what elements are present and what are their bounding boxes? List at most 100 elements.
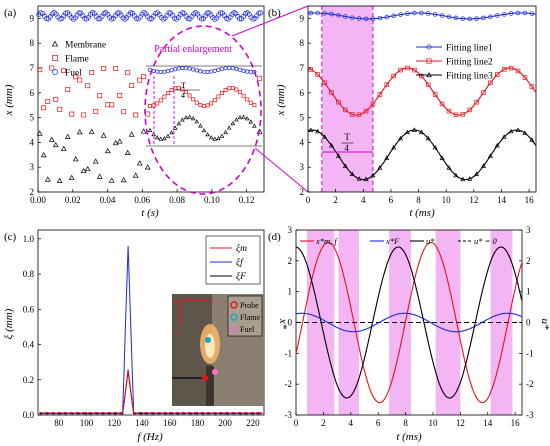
x-tick-label: 0.08 [169, 195, 185, 205]
circle-marker [460, 16, 466, 21]
circle-marker [237, 67, 243, 72]
y-tick-label: 2 [288, 256, 293, 266]
inset-t-top: T [181, 81, 186, 90]
series-line [295, 312, 522, 333]
square-marker [65, 87, 71, 92]
spectrum-line [39, 369, 263, 415]
square-marker [315, 72, 320, 77]
square-marker [89, 70, 95, 76]
circle-marker [439, 13, 445, 18]
triangle-marker [162, 136, 167, 141]
square-marker [363, 108, 369, 114]
panel-b-annotation: T4 [321, 132, 373, 153]
triangle-marker [432, 144, 438, 150]
x-tick-label: 100 [80, 418, 94, 428]
y-tick-label: 2 [300, 187, 305, 197]
square-marker [336, 99, 341, 105]
circle-marker [223, 66, 228, 71]
x-tick-label: 14 [497, 195, 507, 205]
circle-marker [57, 16, 63, 22]
panel-d-xlabel: t (ms) [396, 431, 422, 443]
circle-marker [241, 68, 246, 73]
triangle-marker [439, 155, 445, 160]
y-tick-label: 8 [30, 38, 35, 48]
annotation-t-bottom: 4 [344, 143, 349, 153]
circle-marker [158, 69, 163, 75]
circle-marker [425, 11, 431, 16]
x-tick-label: 220 [246, 418, 260, 428]
triangle-marker [349, 171, 355, 176]
square-marker [209, 101, 214, 106]
square-marker [446, 108, 452, 114]
x-tick-label: 2 [333, 195, 338, 205]
circle-marker [234, 66, 239, 71]
panel-c-label: (c) [4, 231, 17, 243]
triangle-marker [176, 121, 182, 126]
square-marker [113, 66, 119, 71]
x-tick-label: 12 [456, 418, 465, 428]
square-marker [169, 88, 174, 93]
triangle-marker [335, 153, 341, 158]
triangle-marker [241, 114, 246, 119]
triangle-marker [120, 177, 127, 183]
circle-marker [76, 10, 82, 16]
triangle-marker [116, 138, 123, 144]
x-tick-label: 160 [163, 418, 177, 428]
triangle-marker [411, 127, 417, 132]
square-marker [145, 111, 151, 117]
circle-marker [481, 15, 486, 21]
circle-marker [219, 66, 225, 71]
triangle-marker [108, 177, 115, 183]
circle-marker [198, 16, 204, 22]
legend-entry: Fitting line2 [446, 58, 493, 68]
triangle-marker [169, 130, 174, 135]
circle-marker [391, 13, 396, 19]
circle-marker [488, 14, 493, 20]
square-marker [495, 72, 500, 77]
connector-bottom [254, 147, 309, 193]
y-tick-label: 2 [30, 187, 35, 197]
circle-marker [412, 10, 417, 16]
circle-marker [191, 67, 196, 72]
inset-legend-marker [230, 325, 238, 333]
circle-marker [426, 44, 432, 50]
panel-a-ticks: 0.00 0.02 0.04 0.06 0.08 0.10 0.12 2 3 4 5 6 7 8 9 [30, 13, 255, 205]
triangle-marker [132, 172, 139, 178]
square-marker [412, 67, 417, 73]
triangle-marker [522, 130, 528, 136]
y-tick-label: -3 [285, 410, 293, 420]
circle-marker [315, 10, 320, 16]
triangle-marker [446, 165, 452, 170]
legend-entry: x*F [385, 236, 400, 246]
legend-entry: Fitting line1 [446, 44, 493, 54]
y-tick-label: -1 [285, 348, 293, 358]
triangle-marker [487, 153, 493, 158]
inset-legend-marker [230, 301, 238, 309]
circle-marker [237, 16, 243, 22]
circle-marker [245, 69, 250, 74]
x-tick-label: 6 [389, 195, 394, 205]
square-marker [481, 90, 486, 95]
square-marker [391, 73, 396, 79]
y-tick-label: 1.0 [23, 234, 35, 244]
inset-legend-label: Fuel [240, 325, 255, 334]
triangle-marker [154, 135, 160, 140]
triangle-marker [404, 129, 410, 135]
circle-marker [198, 69, 203, 74]
probe-marker [202, 375, 208, 381]
x-tick-label: 80 [54, 418, 64, 428]
square-marker [162, 94, 167, 99]
square-marker [425, 82, 431, 87]
square-marker [81, 112, 87, 118]
triangle-marker [56, 177, 63, 183]
circle-marker [474, 16, 479, 21]
circle-marker [212, 68, 217, 73]
circle-marker [209, 69, 214, 74]
panel-c-data [39, 245, 263, 415]
circle-marker [252, 69, 257, 74]
x-tick-label: 10 [428, 418, 438, 428]
